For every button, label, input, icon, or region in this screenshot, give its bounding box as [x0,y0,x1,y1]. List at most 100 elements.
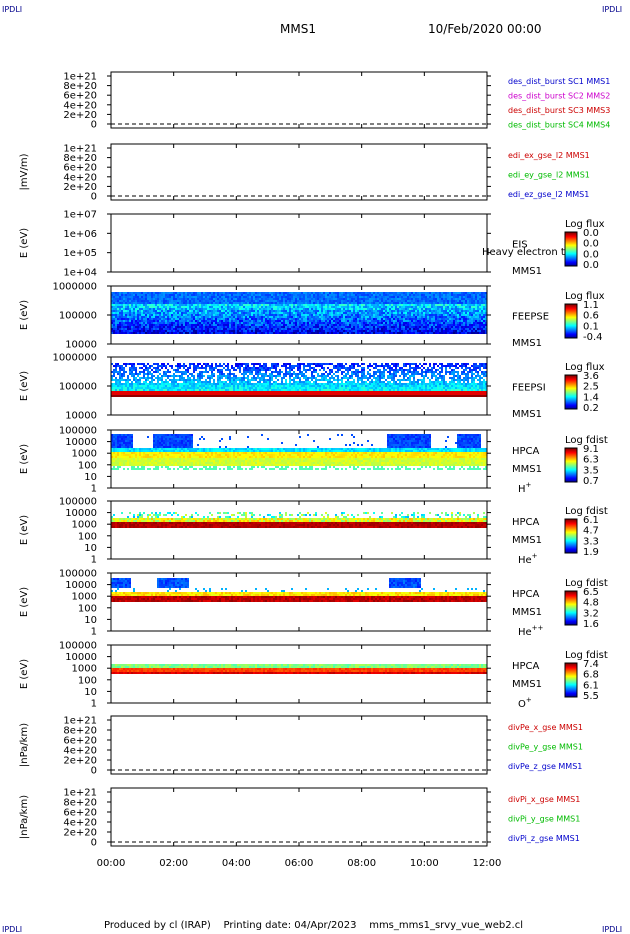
spectrogram-cell [227,373,229,375]
spectrogram-cell [405,318,407,320]
spectrogram-cell [365,304,367,306]
spectrogram-cell [343,306,345,308]
spectrogram-cell [233,308,235,310]
spectrogram-cell [253,304,255,306]
spectrogram-cell [379,294,381,296]
spectrogram-cell [139,395,141,397]
spectrogram-cell [133,395,135,397]
spectrogram-cell [345,296,347,298]
spectrogram-cell [213,292,215,294]
spectrogram-cell [447,300,449,302]
spectrogram-cell [353,296,355,298]
spectrogram-cell [355,328,357,330]
spectrogram-cell [249,391,251,393]
spectrogram-cell [465,332,467,334]
spectrogram-cell [165,389,167,391]
spectrogram-cell [279,326,281,328]
spectrogram-cell [269,302,271,304]
spectrogram-cell [181,391,183,393]
spectrogram-cell [301,328,303,330]
spectrogram-cell [259,306,261,308]
spectrogram-cell [147,369,149,371]
spectrogram-cell [409,294,411,296]
spectrogram-cell [355,306,357,308]
spectrogram-cell [267,318,269,320]
spectrogram-cell [151,328,153,330]
spectrogram-cell [391,312,393,314]
spectrogram-cell [179,324,181,326]
spectrogram-cell [177,294,179,296]
spectrogram-cell [185,387,187,389]
spectrogram-cell [185,318,187,320]
spectrogram-cell [177,330,179,332]
spectrogram-cell [233,391,235,393]
spectrogram-cell [197,298,199,300]
spectrogram-cell [397,316,399,318]
spectrogram-cell [477,292,479,294]
spectrogram-cell [377,312,379,314]
spectrogram-cell [449,322,451,324]
spectrogram-cell [293,330,295,332]
spectrogram-cell [235,316,237,318]
spectrogram-cell [123,391,125,393]
spectrogram-cell [369,300,371,302]
spectrogram-cell [203,367,205,369]
spectrogram-cell [241,332,243,334]
spectrogram-cell [331,308,333,310]
spectrogram-cell [351,320,353,322]
spectrogram-cell [315,318,317,320]
spectrogram-cell [181,312,183,314]
spectrogram-cell [455,328,457,330]
spectrogram-cell [211,302,213,304]
spectrogram-cell [141,387,143,389]
spectrogram-cell [417,320,419,322]
spectrogram-cell [329,296,331,298]
spectrogram-cell [223,308,225,310]
spectrogram-cell [415,316,417,318]
spectrogram-cell [121,377,123,379]
spectrogram-cell [467,314,469,316]
spectrogram-cell [409,312,411,314]
spectrogram-cell [249,326,251,328]
spectrogram-cell [289,294,291,296]
spectrogram-cell [303,306,305,308]
spectrogram-cell [231,322,233,324]
spectrogram-cell [119,373,121,375]
spectrogram-cell [297,328,299,330]
spectrogram-cell [133,330,135,332]
spectrogram-cell [167,387,169,389]
spectrogram-cell [127,322,129,324]
spectrogram-cell [187,318,189,320]
spectrogram-cell [145,302,147,304]
spectrogram-cell [385,318,387,320]
spectrogram-cell [227,391,229,393]
spectrogram-cell [259,324,261,326]
spectrogram-cell [463,294,465,296]
spectrogram-cell [345,322,347,324]
spectrogram-cell [485,328,487,330]
spectrogram-cell [193,375,195,377]
spectrogram-cell [175,306,177,308]
spectrogram-cell [411,308,413,310]
spectrogram-cell [111,395,113,397]
spectrogram-cell [153,393,155,395]
spectrogram-cell [279,328,281,330]
spectrogram-cell [247,326,249,328]
spectrogram-cell [447,294,449,296]
spectrogram-cell [381,306,383,308]
spectrogram-cell [449,292,451,294]
spectrogram-cell [335,312,337,314]
spectrogram-cell [193,314,195,316]
spectrogram-cell [329,328,331,330]
spectrogram-cell [219,304,221,306]
spectrogram-cell [119,320,121,322]
spectrogram-cell [475,292,477,294]
spectrogram-cell [417,330,419,332]
spectrogram-cell [215,363,217,365]
spectrogram-cell [121,294,123,296]
spectrogram-cell [301,318,303,320]
spectrogram-cell [215,320,217,322]
spectrogram-cell [131,298,133,300]
spectrogram-cell [463,322,465,324]
spectrogram-cell [427,326,429,328]
